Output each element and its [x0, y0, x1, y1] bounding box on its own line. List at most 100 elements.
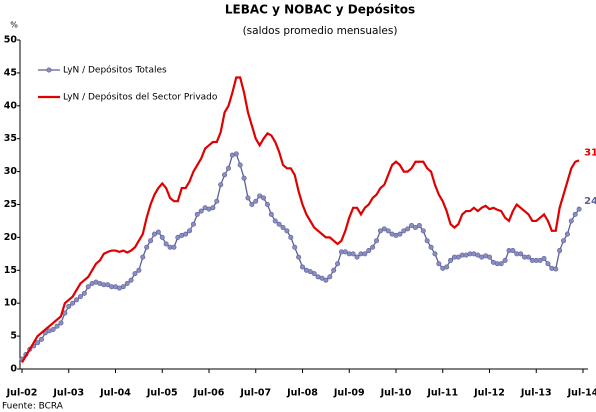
series-marker — [288, 234, 294, 240]
series-marker — [331, 267, 337, 273]
series-marker — [85, 284, 91, 290]
series-marker — [354, 254, 360, 260]
series-marker — [366, 248, 372, 254]
series-marker — [370, 244, 376, 250]
x-tick-label: Jul-08 — [286, 388, 318, 399]
series-marker — [253, 198, 259, 204]
data-label: 24,3 — [584, 196, 596, 207]
series-marker — [66, 303, 72, 309]
series-marker — [420, 228, 426, 234]
series-marker — [105, 282, 111, 288]
series-marker — [335, 261, 341, 267]
series-marker — [70, 300, 76, 306]
series-marker — [564, 231, 570, 237]
x-tick-label: Jul-04 — [99, 388, 131, 399]
series-marker — [475, 252, 481, 258]
y-tick-label: 50 — [4, 35, 18, 46]
y-tick-label: 25 — [4, 199, 17, 210]
legend-marker — [46, 67, 52, 73]
y-tick-label: 0 — [10, 364, 17, 375]
series-marker — [405, 226, 411, 232]
series-marker — [428, 244, 434, 250]
series-marker — [210, 205, 216, 211]
series-marker — [155, 229, 161, 235]
series-marker — [58, 320, 64, 326]
series-marker — [576, 206, 582, 212]
series-marker — [140, 254, 146, 260]
series-marker — [432, 251, 438, 257]
x-tick-label: Jul-07 — [239, 388, 271, 399]
series-marker — [54, 323, 60, 329]
series-marker — [144, 244, 150, 250]
series-marker — [187, 228, 193, 234]
series-marker — [218, 182, 224, 188]
series-marker — [249, 202, 255, 208]
y-tick-label: 5 — [10, 331, 17, 342]
x-tick-label: Jul-06 — [193, 388, 225, 399]
series-marker — [350, 251, 356, 257]
series-marker — [374, 238, 380, 244]
y-axis-label: % — [10, 21, 18, 30]
series-marker — [299, 264, 305, 270]
series-marker — [225, 165, 231, 171]
series-marker — [245, 195, 251, 201]
series-marker — [311, 271, 317, 277]
series-marker — [198, 208, 204, 214]
legend-label: LyN / Depósitos del Sector Privado — [63, 92, 218, 103]
series-marker — [233, 151, 239, 157]
series-marker — [362, 251, 368, 257]
x-tick-label: Jul-09 — [333, 388, 365, 399]
series-marker — [385, 228, 391, 234]
x-tick-label: Jul-11 — [426, 388, 458, 399]
series-marker — [502, 257, 508, 263]
series-marker — [323, 277, 329, 283]
series-marker — [241, 175, 247, 181]
x-tick-label: Jul-12 — [473, 388, 505, 399]
series-marker — [272, 218, 278, 224]
series-marker — [50, 327, 56, 333]
y-tick-label: 35 — [4, 133, 17, 144]
series-marker — [81, 290, 87, 296]
series-marker — [276, 221, 282, 227]
series-marker — [296, 254, 302, 260]
chart-subtitle: (saldos promedio mensuales) — [243, 25, 398, 37]
series-marker — [214, 198, 220, 204]
series-marker — [455, 254, 461, 260]
series-marker — [257, 193, 263, 199]
series-marker — [183, 231, 189, 237]
series-marker — [424, 238, 430, 244]
series-marker — [568, 218, 574, 224]
series-marker — [518, 251, 524, 257]
series-marker — [401, 228, 407, 234]
series-marker — [163, 241, 169, 247]
series-marker — [284, 228, 290, 234]
x-tick-label: Jul-10 — [380, 388, 412, 399]
series-marker — [444, 264, 450, 270]
series-marker — [222, 172, 228, 178]
series-marker — [128, 277, 134, 283]
series-marker — [159, 234, 165, 240]
series-marker — [74, 297, 80, 303]
series-line — [21, 76, 580, 363]
y-tick-label: 20 — [4, 232, 18, 243]
series-marker — [136, 267, 142, 273]
series-marker — [498, 261, 504, 267]
series-marker — [268, 211, 274, 217]
series-marker — [151, 231, 157, 237]
x-tick-label: Jul-13 — [520, 388, 552, 399]
series-marker — [124, 280, 130, 286]
series-marker — [194, 211, 200, 217]
series-marker — [120, 284, 126, 290]
x-tick-label: Jul-14 — [567, 388, 596, 399]
series-marker — [572, 211, 578, 217]
y-tick-label: 10 — [4, 298, 18, 309]
series-marker — [416, 223, 422, 229]
series-marker — [264, 202, 270, 208]
x-tick-label: Jul-03 — [52, 388, 84, 399]
series-marker — [553, 266, 559, 272]
series-marker — [537, 257, 543, 263]
series-marker — [292, 244, 298, 250]
series-marker — [381, 226, 387, 232]
series-marker — [261, 195, 267, 201]
